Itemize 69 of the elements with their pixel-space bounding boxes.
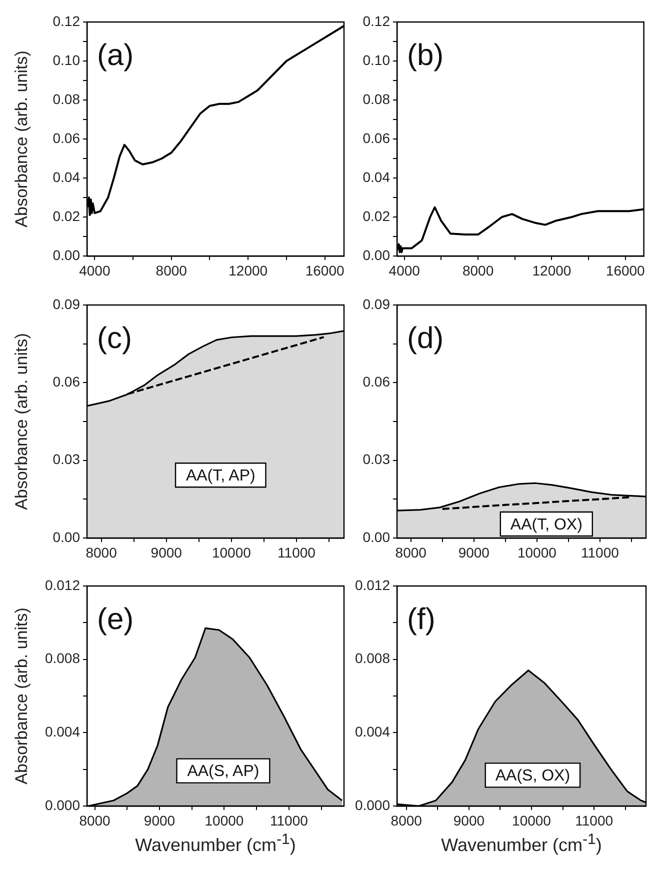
y-tick-label: 0.08 xyxy=(362,90,390,107)
annotation: AA(S, AP) xyxy=(187,763,260,780)
x-tick-label: 11000 xyxy=(270,812,308,828)
x-tick-label: 8000 xyxy=(395,544,427,560)
x-tick-label: 11000 xyxy=(575,812,614,828)
y-tick-label: 0.10 xyxy=(52,52,80,68)
y-tick-label: 0.000 xyxy=(354,796,390,813)
x-tick-label: 8000 xyxy=(156,262,188,278)
x-tick-label: 8000 xyxy=(79,812,111,828)
y-tick-label: 0.03 xyxy=(52,451,80,468)
y-axis-title: Absorbance (arb. units) xyxy=(12,50,31,228)
x-tick-label: 10000 xyxy=(212,544,252,560)
y-tick-label: 0.08 xyxy=(52,90,80,107)
y-tick-label: 0.12 xyxy=(52,12,80,29)
x-tick-label: 10000 xyxy=(512,812,552,828)
y-tick-label: 0.00 xyxy=(362,246,390,263)
y-tick-label: 0.06 xyxy=(362,374,390,390)
y-tick-label: 0.06 xyxy=(52,374,80,390)
text: (f) xyxy=(407,603,436,636)
x-tick-label: 12000 xyxy=(532,262,572,278)
x-tick-label: 11000 xyxy=(278,544,316,560)
y-tick-label: 0.06 xyxy=(52,130,80,146)
x-tick-label: 8000 xyxy=(390,812,422,828)
y-tick-label: 0.03 xyxy=(362,451,390,468)
text: (e) xyxy=(97,603,134,636)
y-tick-label: 0.09 xyxy=(52,296,80,312)
y-tick-label: 0.008 xyxy=(44,650,80,666)
y-tick-label: 0.02 xyxy=(362,208,390,224)
y-tick-label: 0.004 xyxy=(44,724,80,740)
y-tick-label: 0.012 xyxy=(44,576,80,593)
y-tick-label: 0.004 xyxy=(354,724,390,740)
y-axis-title: Absorbance (arb. units) xyxy=(12,608,31,784)
y-tick-label: 0.02 xyxy=(52,208,80,224)
x-tick-label: 12000 xyxy=(228,262,268,278)
x-tick-label: 9000 xyxy=(144,812,176,828)
annotation: AA(T, AP) xyxy=(186,467,256,484)
y-tick-label: 0.008 xyxy=(354,650,390,666)
x-tick-label: 9000 xyxy=(458,544,490,560)
annotation: AA(S, OX) xyxy=(495,768,570,785)
x-tick-label: 8000 xyxy=(462,262,494,278)
annotation: AA(T, OX) xyxy=(510,516,582,534)
y-tick-label: 0.09 xyxy=(362,296,390,312)
x-tick-label: 9000 xyxy=(453,812,485,828)
y-tick-label: 0.06 xyxy=(362,130,390,146)
y-axis-title: Absorbance (arb. units) xyxy=(12,333,31,510)
x-tick-label: 16000 xyxy=(305,262,344,278)
y-tick-label: 0.10 xyxy=(362,52,390,68)
x-tick-label: 4000 xyxy=(388,262,420,278)
x-tick-label: 11000 xyxy=(581,544,620,560)
text: (c) xyxy=(97,322,132,355)
x-axis-title: Wavenumber (cm$^{-1}$) xyxy=(440,831,603,856)
y-tick-label: 0.00 xyxy=(52,246,80,263)
y-tick-label: 0.00 xyxy=(362,528,390,545)
x-tick-label: 10000 xyxy=(517,544,557,560)
y-tick-label: 0.04 xyxy=(52,168,80,185)
x-axis-title: Wavenumber (cm$^{-1}$) xyxy=(134,831,297,856)
x-tick-label: 16000 xyxy=(606,262,646,278)
y-tick-label: 0.012 xyxy=(354,576,390,593)
y-tick-label: 0.000 xyxy=(44,796,80,813)
text: (a) xyxy=(97,39,134,72)
y-tick-label: 0.04 xyxy=(362,168,390,185)
x-tick-label: 8000 xyxy=(86,544,118,560)
text: (b) xyxy=(407,39,444,72)
x-tick-label: 4000 xyxy=(79,262,110,278)
y-tick-label: 0.00 xyxy=(52,528,80,545)
x-tick-label: 10000 xyxy=(204,812,244,828)
y-tick-label: 0.12 xyxy=(362,12,390,29)
x-tick-label: 9000 xyxy=(150,544,182,560)
text: (d) xyxy=(407,322,444,355)
